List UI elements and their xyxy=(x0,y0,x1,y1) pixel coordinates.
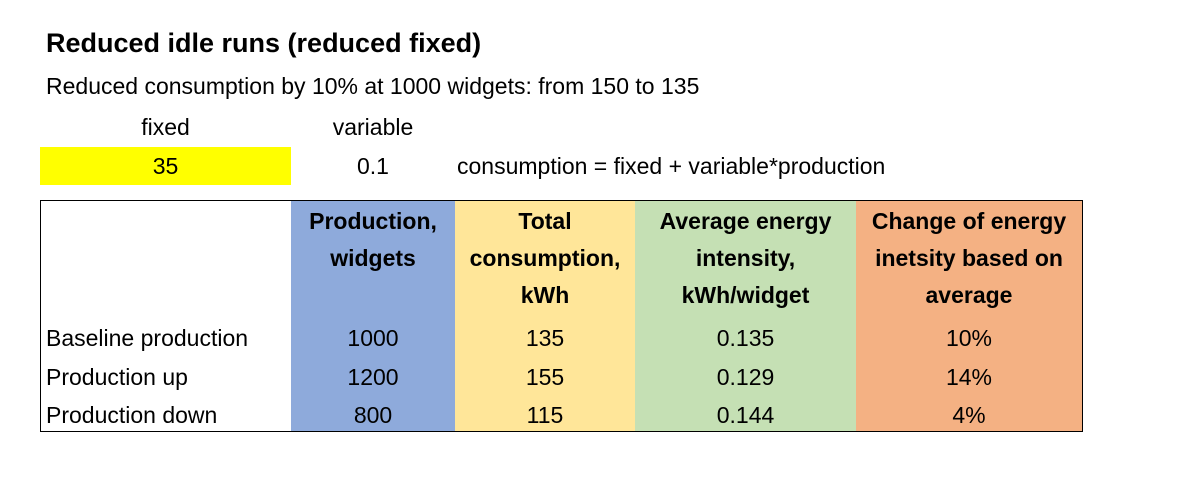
consumption-column: Total consumption, kWh 135 155 115 xyxy=(455,201,635,431)
intensity-column: Average energy intensity, kWh/widget 0.1… xyxy=(635,201,856,431)
row-label-down[interactable]: Production down xyxy=(46,402,218,428)
row-label-column: Baseline production Production up Produc… xyxy=(41,201,291,431)
header-line: average xyxy=(925,282,1013,308)
formula-text: consumption = fixed + variable*productio… xyxy=(457,153,886,179)
production-cell[interactable]: 1200 xyxy=(347,364,399,390)
page-title: Reduced idle runs (reduced fixed) xyxy=(46,28,482,58)
header-line: inetsity based on xyxy=(875,245,1063,271)
change-cell[interactable]: 14% xyxy=(945,364,993,390)
consumption-cell[interactable]: 135 xyxy=(525,325,565,351)
header-line: widgets xyxy=(330,245,416,271)
header-line: Production, xyxy=(309,208,437,234)
consumption-header[interactable]: Total consumption, kWh xyxy=(455,203,635,314)
header-line: consumption, xyxy=(469,245,621,271)
change-cell[interactable]: 4% xyxy=(952,402,986,428)
header-line: Total xyxy=(518,208,572,234)
production-cell[interactable]: 800 xyxy=(353,402,393,428)
subtitle: Reduced consumption by 10% at 1000 widge… xyxy=(46,73,700,99)
production-cell[interactable]: 1000 xyxy=(347,325,399,351)
change-column: Change of energy inetsity based on avera… xyxy=(856,201,1082,431)
fixed-label: fixed xyxy=(141,114,190,140)
production-column: Production, widgets 1000 1200 800 xyxy=(291,201,455,431)
energy-table: Baseline production Production up Produc… xyxy=(40,200,1083,432)
header-line: intensity, xyxy=(695,245,796,271)
consumption-cell[interactable]: 155 xyxy=(525,364,565,390)
variable-label: variable xyxy=(332,114,414,140)
intensity-cell[interactable]: 0.135 xyxy=(716,325,775,351)
row-label-baseline[interactable]: Baseline production xyxy=(46,325,249,351)
intensity-cell[interactable]: 0.144 xyxy=(716,402,775,428)
change-header[interactable]: Change of energy inetsity based on avera… xyxy=(856,203,1082,314)
intensity-header[interactable]: Average energy intensity, kWh/widget xyxy=(635,203,856,314)
header-line: Average energy xyxy=(659,208,832,234)
header-line: kWh xyxy=(520,282,570,308)
production-header[interactable]: Production, widgets xyxy=(291,203,455,277)
change-cell[interactable]: 10% xyxy=(945,325,993,351)
intensity-cell[interactable]: 0.129 xyxy=(716,364,775,390)
fixed-value-cell[interactable]: 35 xyxy=(40,147,291,185)
header-line: Change of energy xyxy=(871,208,1067,234)
header-line: kWh/widget xyxy=(681,282,810,308)
consumption-cell[interactable]: 115 xyxy=(526,402,564,428)
row-label-up[interactable]: Production up xyxy=(46,364,188,390)
variable-value-cell[interactable]: 0.1 xyxy=(357,153,389,179)
